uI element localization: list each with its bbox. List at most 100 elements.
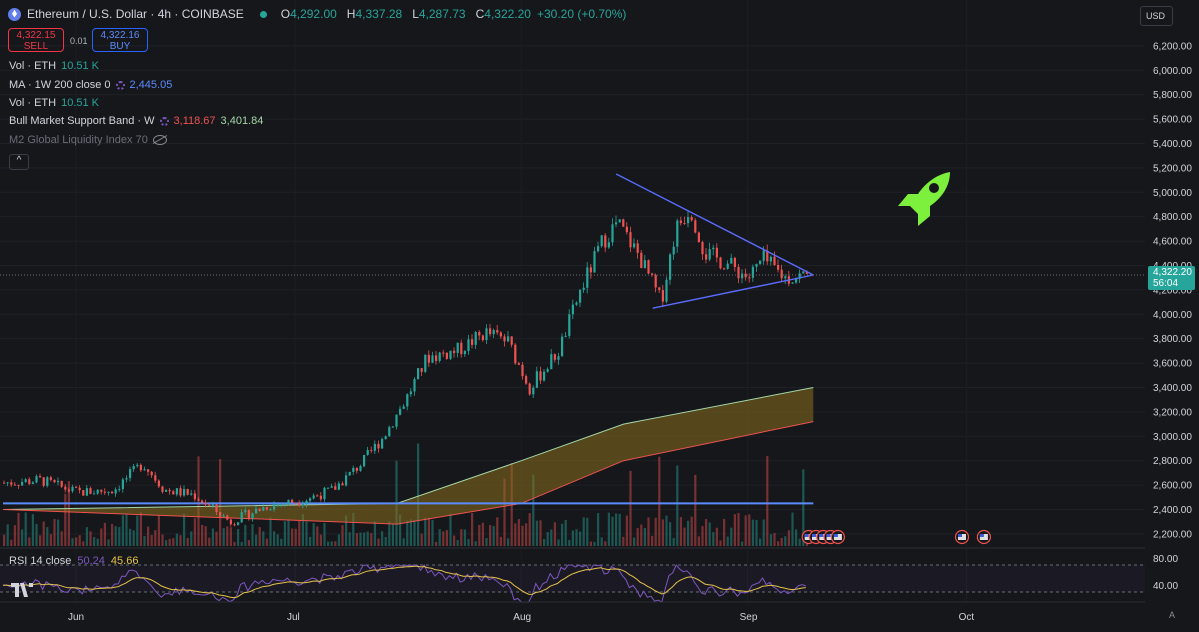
volume-bar — [165, 540, 168, 546]
us-flag-icon[interactable] — [976, 529, 992, 545]
volume-bar — [708, 522, 711, 546]
volume-bar — [35, 523, 38, 546]
candle — [539, 371, 542, 381]
volume-bar — [85, 527, 88, 546]
event-markers[interactable] — [801, 529, 992, 545]
candle — [132, 466, 135, 470]
eye-off-icon[interactable] — [152, 135, 167, 145]
candle — [17, 484, 20, 486]
volume-bar — [319, 534, 322, 546]
volume-bar — [543, 538, 546, 546]
buy-button[interactable]: 4,322.16 BUY — [92, 28, 148, 52]
volume-bar — [226, 526, 229, 546]
candle — [273, 504, 276, 510]
gear-icon[interactable] — [159, 116, 169, 126]
candle — [449, 350, 452, 359]
price-axis[interactable]: 6,200.00 6,000.00 5,800.00 5,600.00 5,400.00… — [1153, 41, 1192, 540]
candle — [370, 450, 373, 452]
indicator-m2[interactable]: M2 Global Liquidity Index 70 — [9, 134, 167, 146]
us-flag-icon[interactable] — [954, 529, 970, 545]
candle — [762, 250, 765, 261]
volume-bar — [283, 521, 286, 546]
candle — [251, 513, 254, 519]
candle — [492, 330, 495, 335]
indicator-ma[interactable]: MA · 1W 200 close 0 2,445.05 — [9, 79, 172, 91]
indicator-name: Bull Market Support Band · W — [9, 115, 155, 127]
candle — [575, 302, 578, 305]
volume-bar — [456, 539, 459, 546]
auto-scale-button[interactable]: A — [1169, 610, 1176, 620]
candle — [352, 467, 355, 472]
volume-bar — [550, 529, 553, 546]
volume-bar — [748, 514, 751, 546]
tradingview-logo[interactable] — [11, 581, 33, 602]
volume-bar — [460, 529, 463, 546]
volume-bar — [427, 517, 430, 546]
candle — [298, 502, 301, 506]
candle — [413, 379, 416, 392]
candle — [582, 287, 585, 290]
candle — [532, 387, 535, 395]
price-tick-label: 6,000.00 — [1153, 66, 1192, 77]
volume-bar — [445, 530, 448, 546]
candle — [287, 499, 290, 504]
candle — [193, 493, 196, 500]
symbol-title[interactable]: Ethereum / U.S. Dollar · 4h · COINBASE — [27, 7, 244, 21]
bar-countdown: 56:04 — [1153, 278, 1179, 289]
candle — [10, 482, 13, 485]
candle — [564, 335, 567, 337]
candle — [53, 479, 56, 483]
triangle-lower-trendline[interactable] — [652, 274, 814, 309]
candle — [503, 336, 506, 342]
candle — [309, 498, 312, 501]
candle — [359, 466, 362, 471]
rsi-tick-label: 80.00 — [1153, 554, 1178, 565]
candle — [460, 342, 463, 355]
candle — [395, 414, 398, 427]
candle — [507, 336, 510, 342]
currency-selector[interactable]: USD — [1140, 6, 1173, 26]
indicator-vol-1[interactable]: Vol · ETH 10.51 K — [9, 60, 99, 72]
candle — [391, 426, 394, 428]
us-flag-icon[interactable] — [830, 529, 846, 545]
candle — [384, 436, 387, 439]
candle — [528, 383, 531, 395]
volume-bars — [3, 443, 808, 546]
indicator-vol-2[interactable]: Vol · ETH 10.51 K — [9, 97, 99, 109]
time-axis[interactable]: Jun Jul Aug Sep Oct — [68, 612, 974, 623]
candle — [183, 489, 186, 496]
volume-bar — [193, 518, 196, 546]
indicator-value: 10.51 K — [61, 97, 99, 109]
triangle-upper-trendline[interactable] — [615, 173, 814, 276]
candle — [456, 342, 459, 353]
rsi-legend[interactable]: RSI 14 close 50.24 45.66 — [9, 555, 138, 567]
candle — [49, 477, 52, 480]
candle — [175, 488, 178, 495]
gear-icon[interactable] — [115, 80, 125, 90]
price-tick-label: 4,000.00 — [1153, 310, 1192, 321]
volume-bar — [24, 512, 27, 546]
candle — [550, 354, 553, 370]
volume-bar — [492, 525, 495, 546]
volume-bar — [640, 524, 643, 546]
volume-bar — [100, 528, 103, 546]
candle — [305, 500, 308, 505]
volume-bar — [348, 532, 351, 546]
volume-bar — [13, 525, 16, 546]
volume-bar — [723, 518, 726, 546]
indicator-bull-band[interactable]: Bull Market Support Band · W 3,118.67 3,… — [9, 115, 263, 127]
candle — [42, 477, 45, 486]
volume-bar — [719, 540, 722, 546]
candle — [489, 328, 492, 335]
candle — [471, 339, 474, 345]
volume-bar — [381, 531, 384, 546]
candle — [784, 276, 787, 279]
volume-bar — [31, 514, 34, 546]
candle — [417, 368, 420, 380]
volume-bar — [615, 513, 618, 546]
collapse-indicators-button[interactable]: ^ — [9, 154, 29, 170]
volume-bar — [399, 514, 402, 546]
volume-bar — [78, 535, 81, 546]
sell-button[interactable]: 4,322.15 SELL — [8, 28, 64, 52]
